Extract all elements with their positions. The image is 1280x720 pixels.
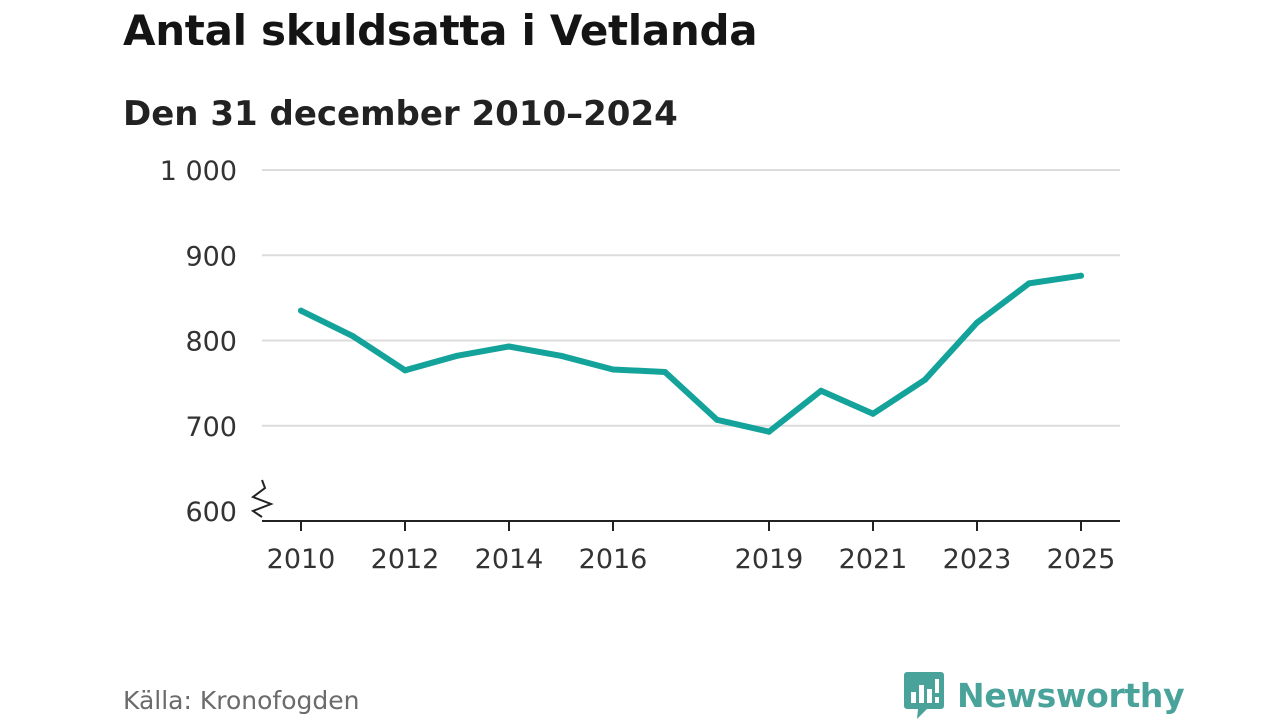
- data-point-2022: [922, 376, 928, 383]
- x-axis: [250, 479, 1120, 531]
- x-tick-label: 2019: [735, 544, 804, 575]
- data-point-2025: [1078, 272, 1084, 279]
- source-label: Källa: Kronofogden: [123, 686, 360, 715]
- data-point-2018: [714, 416, 720, 423]
- data-point-2024: [1026, 280, 1032, 287]
- chart-title: Antal skuldsatta i Vetlanda: [123, 6, 758, 55]
- x-tick-label: 2025: [1047, 544, 1116, 575]
- x-tick-label: 2012: [371, 544, 440, 575]
- y-tick-label: 700: [185, 412, 237, 443]
- data-point-2012: [402, 367, 408, 374]
- data-point-2019: [766, 428, 772, 435]
- data-point-2023: [974, 319, 980, 326]
- y-tick-label: 800: [185, 327, 237, 358]
- y-tick-label: 600: [185, 497, 237, 528]
- y-tick-label: 1 000: [160, 156, 237, 187]
- data-point-2015: [558, 352, 564, 359]
- data-point-2020: [818, 387, 824, 394]
- y-tick-label: 900: [185, 241, 237, 272]
- x-tick-label: 2021: [839, 544, 908, 575]
- grid-lines: [262, 169, 1120, 427]
- x-axis-tick-labels: 2010 2012 2014 2016 2019 2021 2023 2025: [267, 544, 1116, 575]
- brand-name: Newsworthy: [957, 675, 1185, 715]
- data-point-2010: [298, 307, 304, 314]
- x-tick-label: 2016: [579, 544, 648, 575]
- axis-break-icon: [250, 479, 274, 518]
- data-point-2013: [454, 352, 460, 359]
- chart-subtitle: Den 31 december 2010–2024: [123, 94, 678, 134]
- data-point-2011: [350, 333, 356, 340]
- data-point-2016: [610, 366, 616, 373]
- x-tick-label: 2014: [475, 544, 544, 575]
- y-axis-tick-labels: 600 700 800 900 1 000: [160, 156, 237, 528]
- series-line: [298, 272, 1084, 435]
- brand-logo: Newsworthy: [903, 670, 1185, 720]
- data-point-2017: [662, 369, 668, 376]
- newsworthy-logo-icon: [904, 672, 944, 719]
- x-tick-label: 2023: [943, 544, 1012, 575]
- series-layer: [298, 272, 1084, 435]
- data-point-2014: [506, 343, 512, 350]
- data-point-2021: [870, 410, 876, 417]
- x-tick-label: 2010: [267, 544, 336, 575]
